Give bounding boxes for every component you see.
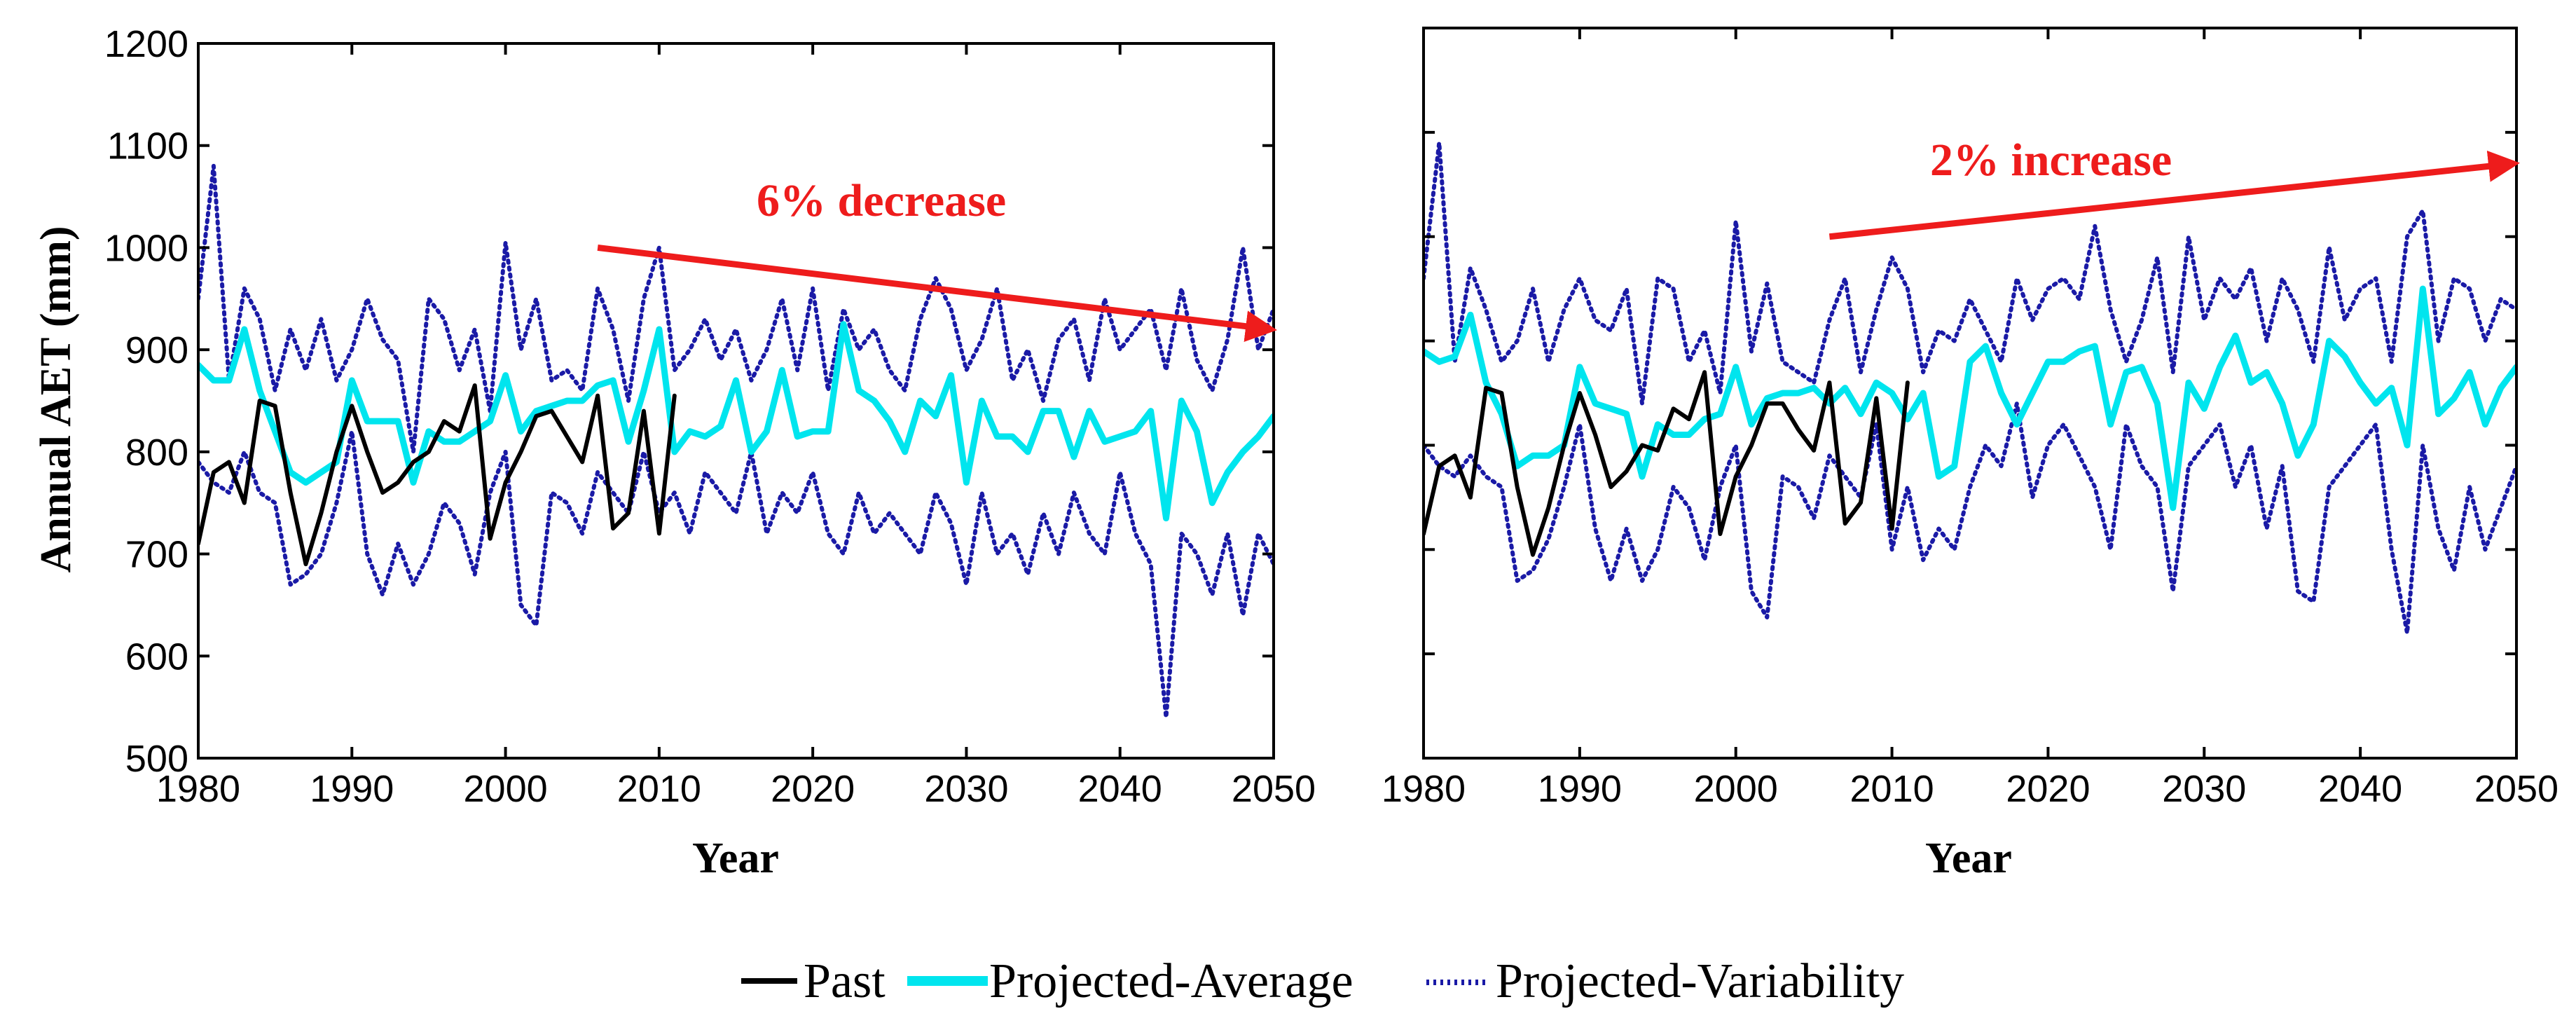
legend-label-projected-average: Projected-Average [989, 954, 1354, 1008]
x-tick-label: 2010 [1850, 768, 1934, 810]
y-axis-title: Annual AET (mm) [32, 226, 80, 573]
y-tick-label: 900 [125, 329, 188, 371]
series-group [1424, 140, 2516, 636]
x-axis-title: Year [692, 835, 779, 882]
x-axis-title-right: Year [1925, 835, 2012, 882]
trend-arrow [1828, 150, 2520, 240]
chart-panel-left: Annual AET (mm) Year 6% decrease 1980 199… [32, 23, 1316, 882]
series-line-projected-variability-lower [1424, 401, 2516, 636]
plot-frame [197, 42, 1275, 760]
legend: Past Projected-Average Projected-Variabi… [741, 954, 1904, 1008]
series-line-projected-variability-upper [198, 163, 1274, 454]
legend-label-past: Past [804, 954, 886, 1008]
chart-panel-right: Year 2% increase 1980 1990 2000 2010 2020 203… [1382, 27, 2558, 882]
annotation-decrease: 6% decrease [757, 175, 1006, 226]
series-line-projected-average [198, 321, 1274, 522]
x-tick-label: 1990 [1538, 768, 1622, 810]
y-tick-label: 500 [125, 738, 188, 780]
series-line-past [198, 383, 677, 567]
x-tick-label: 2020 [2006, 768, 2090, 810]
series-line-past [1424, 370, 1910, 557]
x-tick-label: 2000 [464, 768, 548, 810]
y-tick-label: 1000 [104, 227, 188, 269]
x-tick-label: 2000 [1694, 768, 1778, 810]
x-tick-label: 1980 [1382, 768, 1466, 810]
x-tick-label: 2030 [2162, 768, 2246, 810]
x-tick-label: 2010 [617, 768, 701, 810]
series-line-projected-variability-upper [1424, 140, 2516, 406]
trend-arrow [597, 244, 1277, 343]
x-tick-label: 2040 [2318, 768, 2402, 810]
y-tick-label: 1200 [104, 23, 188, 65]
series-group [198, 163, 1274, 720]
x-tick-label: 2020 [771, 768, 855, 810]
x-tick-label: 2040 [1078, 768, 1162, 810]
legend-label-projected-variability: Projected-Variability [1496, 954, 1904, 1008]
y-tick-label: 700 [125, 534, 188, 576]
x-tick-label: 1990 [310, 768, 394, 810]
x-tick-label: 2030 [924, 768, 1008, 810]
series-line-projected-variability-lower [198, 429, 1274, 720]
y-tick-label: 800 [125, 432, 188, 474]
series-line-projected-average [1424, 285, 2516, 511]
plot-area-left: 1980 1990 2000 2010 2020 2030 2040 2050 500 600 70… [104, 23, 1316, 810]
annotation-increase: 2% increase [1930, 135, 2172, 186]
x-tick-label: 2050 [2474, 768, 2558, 810]
y-tick-label: 1100 [107, 125, 188, 167]
x-tick-label: 2050 [1232, 768, 1316, 810]
y-tick-label: 600 [125, 636, 188, 678]
plot-area-right: 1980 1990 2000 2010 2020 2030 2040 2050 [1382, 27, 2558, 810]
x-tick-label: 1980 [156, 768, 240, 810]
plot-frame [1422, 27, 2518, 760]
